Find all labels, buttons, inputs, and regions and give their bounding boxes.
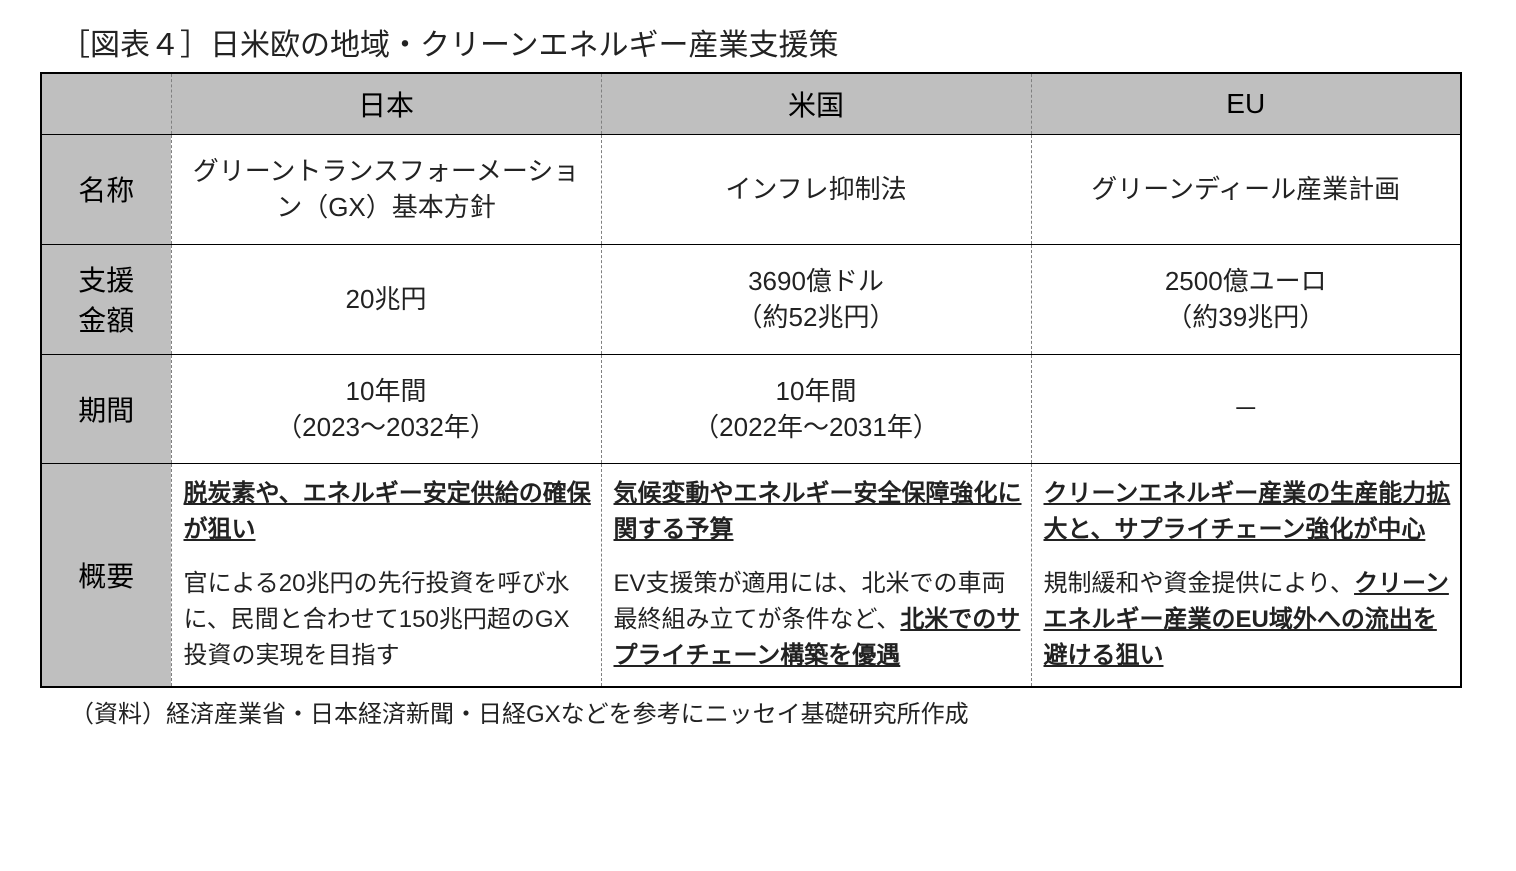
cell-period-japan-l1: 10年間 [346,376,427,406]
overview-us-body: EV支援策が適用には、北米での車両最終組み立てが条件など、北米でのサプライチェー… [614,570,1021,669]
cell-overview-japan: 脱炭素や、エネルギー安定供給の確保が狙い 官による20兆円の先行投資を呼び水に、… [171,464,601,688]
cell-period-us-l2: （2022年～2031年） [693,412,939,442]
cell-overview-eu: クリーンエネルギー産業の生産能力拡大と、サプライチェーン強化が中心 規制緩和や資… [1031,464,1461,688]
row-header-overview: 概要 [41,464,171,688]
source-note: （資料）経済産業省・日本経済新聞・日経GXなどを参考にニッセイ基礎研究所作成 [70,694,1476,729]
cell-period-us-l1: 10年間 [776,376,857,406]
cell-amount-eu-l2: （約39兆円） [1166,302,1325,332]
cell-amount-eu: 2500億ユーロ （約39兆円） [1031,244,1461,354]
policy-table: 日本 米国 EU 名称 グリーントランスフォーメーション（GX）基本方針 インフ… [40,72,1462,688]
overview-eu-headline: クリーンエネルギー産業の生産能力拡大と、サプライチェーン強化が中心 [1044,476,1453,548]
row-header-amount: 支援 金額 [41,244,171,354]
overview-eu-body: 規制緩和や資金提供により、クリーンエネルギー産業のEU域外への流出を避ける狙い [1044,570,1449,669]
table-header-row: 日本 米国 EU [41,73,1461,135]
table-row-amount: 支援 金額 20兆円 3690億ドル （約52兆円） 2500億ユーロ （約39… [41,244,1461,354]
row-header-amount-l1: 支援 [78,265,134,296]
overview-japan-body: 官による20兆円の先行投資を呼び水に、民間と合わせて150兆円超のGX投資の実現… [184,570,570,669]
cell-overview-us: 気候変動やエネルギー安全保障強化に関する予算 EV支援策が適用には、北米での車両… [601,464,1031,688]
page-title: ［図表４］日米欧の地域・クリーンエネルギー産業支援策 [60,20,1476,64]
cell-period-us: 10年間 （2022年～2031年） [601,354,1031,464]
header-us: 米国 [601,73,1031,135]
cell-amount-us: 3690億ドル （約52兆円） [601,244,1031,354]
cell-name-japan: グリーントランスフォーメーション（GX）基本方針 [171,135,601,245]
cell-name-us: インフレ抑制法 [601,135,1031,245]
table-row-name: 名称 グリーントランスフォーメーション（GX）基本方針 インフレ抑制法 グリーン… [41,135,1461,245]
cell-name-eu: グリーンディール産業計画 [1031,135,1461,245]
header-japan: 日本 [171,73,601,135]
cell-amount-japan: 20兆円 [171,244,601,354]
cell-amount-eu-l1: 2500億ユーロ [1165,266,1327,296]
row-header-period: 期間 [41,354,171,464]
row-header-amount-l2: 金額 [78,305,134,336]
table-row-overview: 概要 脱炭素や、エネルギー安定供給の確保が狙い 官による20兆円の先行投資を呼び… [41,464,1461,688]
header-corner [41,73,171,135]
overview-us-headline: 気候変動やエネルギー安全保障強化に関する予算 [614,476,1023,548]
cell-period-japan-l2: （2023～2032年） [276,412,496,442]
header-eu: EU [1031,73,1461,135]
overview-japan-headline: 脱炭素や、エネルギー安定供給の確保が狙い [184,476,593,548]
cell-amount-us-l1: 3690億ドル [748,266,884,296]
cell-period-japan: 10年間 （2023～2032年） [171,354,601,464]
row-header-name: 名称 [41,135,171,245]
cell-period-eu: － [1031,354,1461,464]
cell-amount-us-l2: （約52兆円） [737,302,896,332]
table-row-period: 期間 10年間 （2023～2032年） 10年間 （2022年～2031年） … [41,354,1461,464]
overview-eu-body-pre: 規制緩和や資金提供により、 [1044,570,1355,597]
